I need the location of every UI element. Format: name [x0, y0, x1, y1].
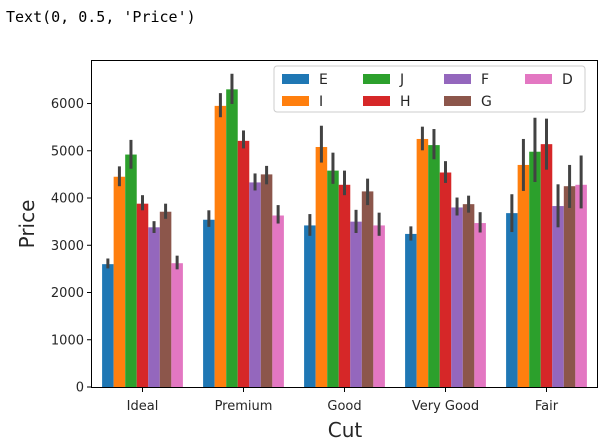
legend-label-G: G: [481, 94, 492, 110]
bar-good-E: [304, 225, 316, 387]
bar-fair-H: [540, 144, 553, 387]
bar-fair-E: [506, 213, 518, 387]
bar-good-F: [350, 221, 362, 387]
legend-swatch-H: [363, 96, 390, 106]
bar-ideal-F: [148, 227, 160, 387]
bar-premium-F: [249, 182, 261, 387]
bar-good-D: [373, 225, 385, 387]
bar-premium-G: [260, 174, 273, 387]
x-tick-label: Premium: [215, 399, 273, 414]
y-tick-label: 1000: [51, 333, 84, 348]
y-tick-label: 5000: [51, 144, 84, 159]
legend-swatch-I: [282, 96, 309, 106]
bar-very-good-F: [451, 207, 463, 387]
bar-very-good-E: [405, 233, 417, 387]
bar-fair-F: [552, 206, 564, 387]
legend-label-J: J: [399, 72, 404, 88]
x-tick-label: Good: [327, 399, 361, 414]
bar-very-good-J: [428, 145, 440, 387]
bar-premium-D: [272, 215, 284, 387]
bar-ideal-G: [159, 211, 172, 387]
legend-swatch-E: [282, 74, 309, 84]
bar-very-good-D: [474, 223, 486, 387]
bar-premium-E: [203, 219, 215, 387]
legend: E J F D I H G: [273, 65, 586, 113]
y-tick-label: 3000: [51, 239, 84, 254]
bar-premium-J: [226, 89, 238, 387]
bar-very-good-H: [439, 172, 452, 387]
bar-good-J: [327, 170, 339, 387]
legend-frame: [273, 65, 586, 113]
bar-ideal-H: [136, 203, 149, 387]
x-tick-label: Fair: [535, 399, 559, 414]
y-tick-label: 2000: [51, 286, 84, 301]
x-axis-title: Cut: [328, 418, 363, 442]
legend-label-H: H: [400, 94, 411, 110]
bar-fair-G: [563, 186, 576, 387]
legend-label-E: E: [319, 72, 328, 88]
bar-good-G: [361, 191, 374, 387]
x-tick-label: Ideal: [127, 399, 159, 414]
legend-label-I: I: [319, 94, 323, 110]
legend-swatch-D: [525, 74, 552, 84]
y-tick-label: 4000: [51, 192, 84, 207]
cell-output-text: Text(0, 0.5, 'Price'): [6, 8, 196, 26]
bar-good-I: [315, 146, 328, 387]
bar-fair-I: [517, 164, 530, 387]
bar-premium-I: [214, 105, 227, 387]
bar-ideal-D: [171, 263, 183, 387]
bar-premium-H: [237, 140, 250, 387]
bar-good-H: [338, 184, 351, 387]
bar-very-good-I: [416, 138, 429, 387]
bar-ideal-E: [102, 264, 114, 387]
bar-ideal-J: [125, 154, 137, 387]
bar-fair-D: [575, 184, 587, 387]
y-axis-title: Price: [15, 200, 39, 249]
x-tick-label: Very Good: [412, 399, 479, 414]
bar-ideal-I: [113, 176, 126, 387]
legend-swatch-J: [363, 74, 390, 84]
legend-swatch-G: [444, 96, 471, 106]
legend-label-D: D: [562, 72, 573, 88]
bar-very-good-G: [462, 204, 475, 387]
legend-label-F: F: [481, 72, 489, 88]
y-tick-label: 6000: [51, 97, 84, 112]
legend-swatch-F: [444, 74, 471, 84]
y-tick-label: 0: [76, 381, 84, 396]
bar-fair-J: [529, 151, 541, 387]
